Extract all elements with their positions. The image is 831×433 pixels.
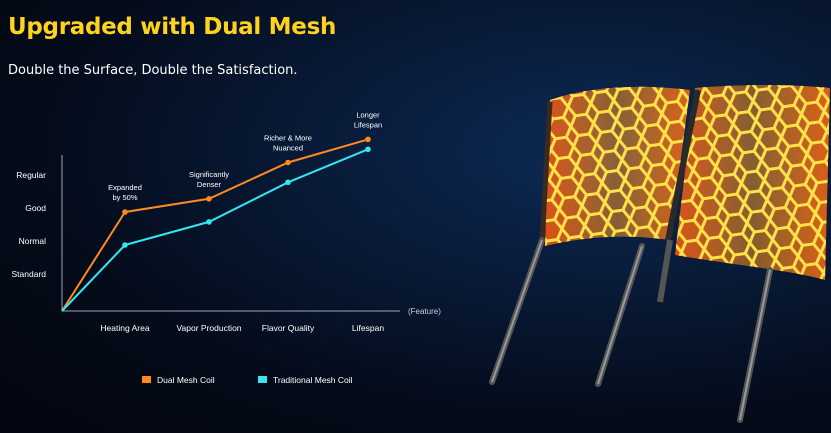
y-tick-label: Good bbox=[25, 203, 46, 213]
annotation-label: Denser bbox=[197, 180, 222, 189]
x-tick-label: Heating Area bbox=[100, 323, 149, 333]
y-tick-label: Regular bbox=[16, 170, 46, 180]
annotation-label: Longer bbox=[356, 110, 380, 119]
annotation-label: Richer & More bbox=[264, 134, 312, 143]
legend-label: Dual Mesh Coil bbox=[157, 375, 215, 385]
annotation-label: Expanded bbox=[108, 183, 142, 192]
legend-swatch bbox=[258, 376, 267, 383]
annotation-label: Nuanced bbox=[273, 144, 303, 153]
x-tick-label: Vapor Production bbox=[176, 323, 241, 333]
annotation-label: by 50% bbox=[112, 193, 137, 202]
legend-label: Traditional Mesh Coil bbox=[273, 375, 353, 385]
data-point bbox=[285, 159, 291, 166]
left-mesh-panel bbox=[545, 86, 690, 246]
legend-swatch bbox=[142, 376, 151, 383]
annotation-label: Significantly bbox=[189, 170, 229, 179]
data-point bbox=[365, 136, 371, 143]
data-point bbox=[206, 196, 212, 202]
data-point bbox=[122, 209, 128, 215]
x-tick-label: Lifespan bbox=[352, 323, 384, 333]
y-tick-label: Normal bbox=[19, 236, 47, 246]
data-point bbox=[285, 179, 291, 186]
data-point bbox=[122, 242, 128, 248]
data-point bbox=[365, 146, 371, 153]
annotation-label: Lifespan bbox=[354, 120, 382, 129]
y-tick-label: Standard bbox=[12, 269, 47, 279]
x-tick-label: Flavor Quality bbox=[262, 323, 315, 333]
x-axis-unit-label: (Feature) bbox=[408, 307, 441, 316]
dual-mesh-coil-illustration bbox=[489, 85, 830, 423]
data-point bbox=[206, 219, 212, 225]
page-subtitle: Double the Surface, Double the Satisfact… bbox=[8, 63, 298, 78]
feature-line-chart: (Feature) Standard Normal Good Regular Heatin… bbox=[12, 110, 442, 385]
series-line-dual bbox=[61, 138, 369, 312]
right-mesh-panel bbox=[675, 85, 830, 280]
page-title: Upgraded with Dual Mesh bbox=[8, 14, 337, 40]
